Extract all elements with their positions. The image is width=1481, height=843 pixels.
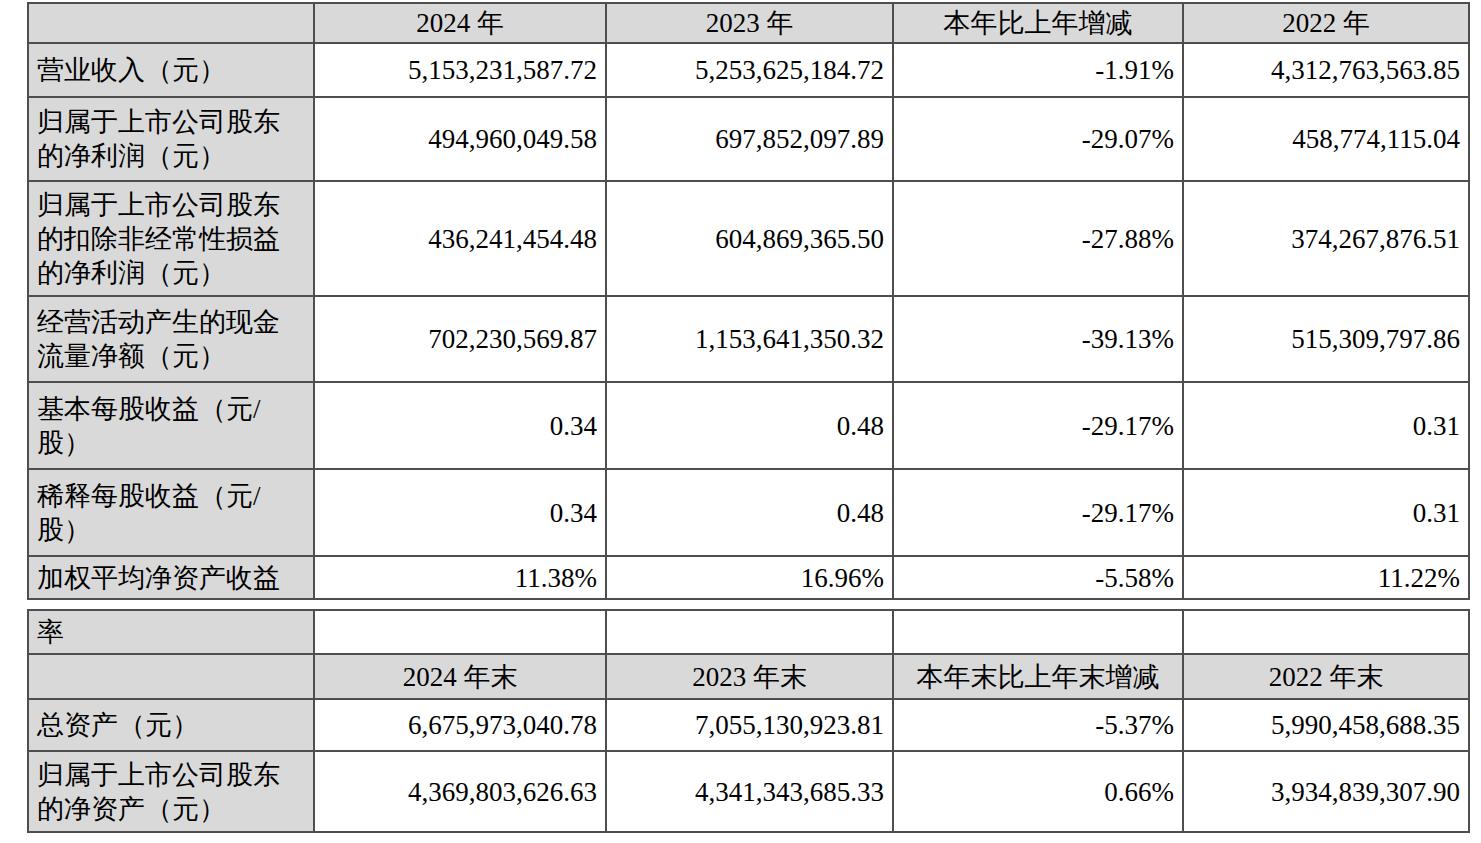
header-empty-cell (28, 3, 314, 43)
value-cell: 0.66% (893, 751, 1183, 832)
table-row: 基本每股收益（元/ 股） 0.34 0.48 -29.17% 0.31 (28, 382, 1469, 469)
value-cell: 702,230,569.87 (314, 296, 606, 382)
table-row: 营业收入（元） 5,153,231,587.72 5,253,625,184.7… (28, 43, 1469, 97)
value-cell: 5,990,458,688.35 (1183, 699, 1469, 751)
value-cell: -1.91% (893, 43, 1183, 97)
value-cell: -29.07% (893, 97, 1183, 181)
value-cell: 0.34 (314, 469, 606, 556)
label-roe-carryover: 率 (28, 610, 314, 654)
financial-summary-table: 2024 年 2023 年 本年比上年增减 2022 年 营业收入（元） 5,1… (27, 2, 1470, 600)
value-cell: 11.38% (314, 556, 606, 599)
value-cell (606, 610, 893, 654)
header-cell-2023: 2023 年 (606, 3, 893, 43)
header-cell-2024: 2024 年 (314, 3, 606, 43)
page-break-gap (27, 600, 1481, 609)
value-cell: 11.22% (1183, 556, 1469, 599)
value-cell: -5.37% (893, 699, 1183, 751)
table-row: 经营活动产生的现金 流量净额（元） 702,230,569.87 1,153,6… (28, 296, 1469, 382)
table-row: 归属于上市公司股东 的净资产（元） 4,369,803,626.63 4,341… (28, 751, 1469, 832)
header-empty-cell (28, 654, 314, 699)
value-cell: 0.34 (314, 382, 606, 469)
document-page: 2024 年 2023 年 本年比上年增减 2022 年 营业收入（元） 5,1… (0, 0, 1481, 833)
table-header-row: 2024 年 2023 年 本年比上年增减 2022 年 (28, 3, 1469, 43)
value-cell: 3,934,839,307.90 (1183, 751, 1469, 832)
value-cell: 4,341,343,685.33 (606, 751, 893, 832)
label-diluted-eps: 稀释每股收益（元/ 股） (28, 469, 314, 556)
table-row: 率 (28, 610, 1469, 654)
value-cell: 604,869,365.50 (606, 181, 893, 296)
value-cell: 6,675,973,040.78 (314, 699, 606, 751)
value-cell (1183, 610, 1469, 654)
value-cell: 4,312,763,563.85 (1183, 43, 1469, 97)
header-cell-yoy-change: 本年比上年增减 (893, 3, 1183, 43)
header-cell-2022-end: 2022 年末 (1183, 654, 1469, 699)
value-cell: -29.17% (893, 469, 1183, 556)
value-cell: -39.13% (893, 296, 1183, 382)
value-cell: 0.48 (606, 382, 893, 469)
label-net-assets-attributable: 归属于上市公司股东 的净资产（元） (28, 751, 314, 832)
label-operating-cash-flow: 经营活动产生的现金 流量净额（元） (28, 296, 314, 382)
value-cell: 0.48 (606, 469, 893, 556)
header-cell-2024-end: 2024 年末 (314, 654, 606, 699)
value-cell: 374,267,876.51 (1183, 181, 1469, 296)
value-cell: 458,774,115.04 (1183, 97, 1469, 181)
value-cell: 1,153,641,350.32 (606, 296, 893, 382)
value-cell: 515,309,797.86 (1183, 296, 1469, 382)
table-row: 加权平均净资产收益 11.38% 16.96% -5.58% 11.22% (28, 556, 1469, 599)
table-row: 归属于上市公司股东 的扣除非经常性损益 的净利润（元） 436,241,454.… (28, 181, 1469, 296)
header-cell-2022: 2022 年 (1183, 3, 1469, 43)
value-cell: 4,369,803,626.63 (314, 751, 606, 832)
value-cell: 16.96% (606, 556, 893, 599)
value-cell: 5,253,625,184.72 (606, 43, 893, 97)
value-cell: -27.88% (893, 181, 1183, 296)
table-row: 归属于上市公司股东 的净利润（元） 494,960,049.58 697,852… (28, 97, 1469, 181)
value-cell: 7,055,130,923.81 (606, 699, 893, 751)
value-cell: 5,153,231,587.72 (314, 43, 606, 97)
value-cell: -5.58% (893, 556, 1183, 599)
value-cell: 697,852,097.89 (606, 97, 893, 181)
value-cell: 0.31 (1183, 382, 1469, 469)
label-net-profit-excl-nonrecurring: 归属于上市公司股东 的扣除非经常性损益 的净利润（元） (28, 181, 314, 296)
value-cell (893, 610, 1183, 654)
header-cell-year-end-change: 本年末比上年末增减 (893, 654, 1183, 699)
table-header-row: 2024 年末 2023 年末 本年末比上年末增减 2022 年末 (28, 654, 1469, 699)
value-cell: 0.31 (1183, 469, 1469, 556)
label-operating-revenue: 营业收入（元） (28, 43, 314, 97)
label-total-assets: 总资产（元） (28, 699, 314, 751)
label-weighted-avg-roe: 加权平均净资产收益 (28, 556, 314, 599)
value-cell: -29.17% (893, 382, 1183, 469)
table-row: 总资产（元） 6,675,973,040.78 7,055,130,923.81… (28, 699, 1469, 751)
value-cell: 494,960,049.58 (314, 97, 606, 181)
financial-summary-table-continued: 率 2024 年末 2023 年末 本年末比上年末增减 2022 年末 总资产（… (27, 609, 1470, 833)
value-cell (314, 610, 606, 654)
table-row: 稀释每股收益（元/ 股） 0.34 0.48 -29.17% 0.31 (28, 469, 1469, 556)
label-basic-eps: 基本每股收益（元/ 股） (28, 382, 314, 469)
header-cell-2023-end: 2023 年末 (606, 654, 893, 699)
value-cell: 436,241,454.48 (314, 181, 606, 296)
label-net-profit-attributable: 归属于上市公司股东 的净利润（元） (28, 97, 314, 181)
